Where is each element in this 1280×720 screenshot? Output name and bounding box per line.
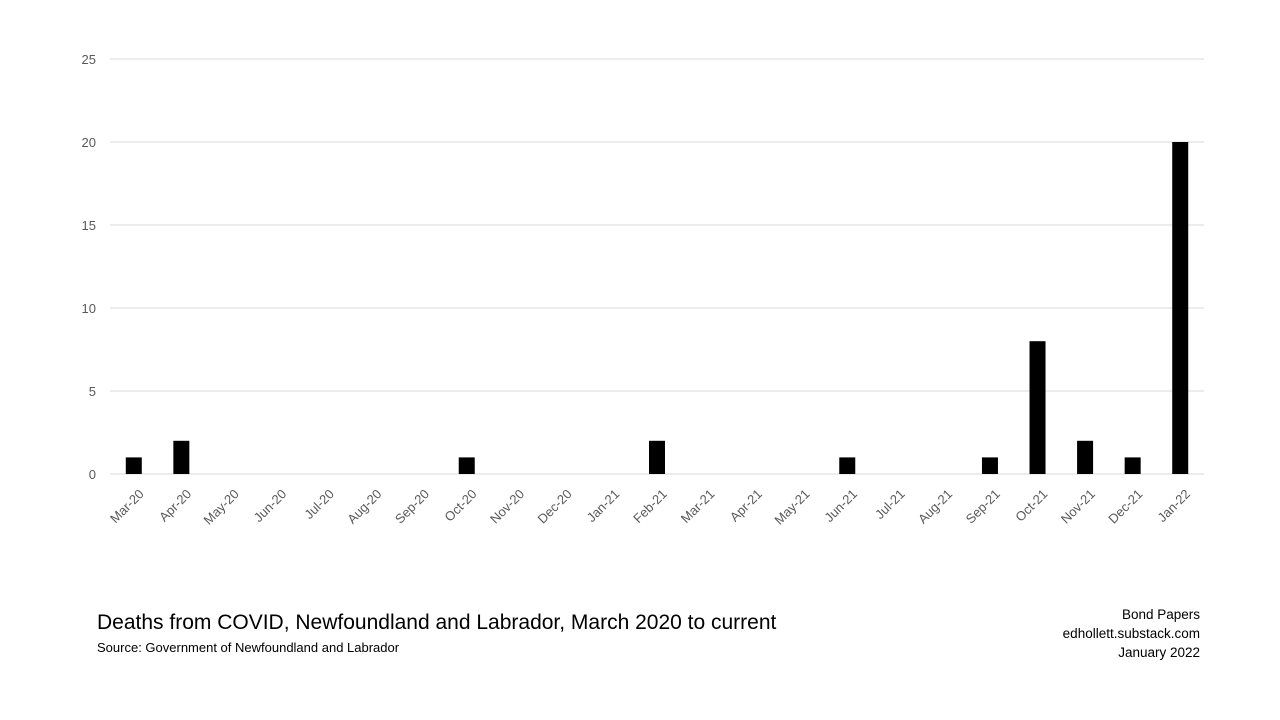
x-tick-label: Aug-21	[915, 486, 955, 526]
y-tick-label: 20	[82, 135, 96, 150]
x-tick-label: May-20	[201, 486, 242, 527]
bars	[125, 142, 1189, 474]
x-tick-label: Sep-20	[392, 486, 432, 526]
y-axis-ticks: 0 5 10 15 20 25	[82, 52, 96, 482]
credits-website: edhollett.substack.com	[1062, 626, 1200, 641]
x-tick-label: Mar-20	[107, 486, 147, 526]
x-tick-label: Jun-21	[821, 486, 860, 525]
x-tick-label: Apr-20	[156, 486, 194, 524]
y-tick-label: 25	[82, 52, 96, 67]
credits-block: Bond Papers edhollett.substack.com Janua…	[1063, 605, 1200, 662]
x-tick-label: Dec-21	[1105, 486, 1145, 526]
x-tick-label: Aug-20	[344, 486, 384, 526]
x-tick-label: Apr-21	[727, 486, 765, 524]
bar-mar-20	[125, 457, 142, 474]
bar-jun-21	[839, 457, 856, 474]
x-tick-label: May-21	[771, 486, 812, 527]
gridlines	[110, 58, 1204, 475]
bar-nov-21	[1077, 440, 1094, 474]
y-tick-label: 15	[82, 218, 96, 233]
y-tick-label: 5	[89, 384, 96, 399]
y-tick-label: 0	[89, 467, 96, 482]
bar-jan-22	[1172, 142, 1189, 474]
bar-feb-21	[649, 440, 665, 474]
chart-caption: Deaths from COVID, Newfoundland and Labr…	[97, 610, 776, 657]
x-tick-label: Mar-21	[678, 486, 718, 526]
bar-sep-21	[981, 457, 998, 474]
chart-title: Deaths from COVID, Newfoundland and Labr…	[97, 611, 777, 634]
credits-date: January 2022	[1118, 645, 1200, 660]
x-tick-label: Oct-21	[1012, 486, 1050, 524]
x-axis-ticks: Mar-20 Apr-20 May-20 Jun-20 Jul-20 Aug-20 Sep-…	[107, 486, 1193, 527]
x-tick-label: Dec-20	[535, 486, 575, 526]
x-tick-label: Oct-20	[441, 486, 479, 524]
bar-apr-20	[173, 440, 190, 474]
bar-oct-21	[1029, 341, 1046, 474]
x-tick-label: Jul-20	[301, 486, 337, 522]
x-tick-label: Feb-21	[630, 486, 670, 526]
y-tick-label: 10	[82, 301, 96, 316]
chart-source: Source: Government of Newfoundland and L…	[97, 640, 400, 655]
bar-chart: 0 5 10 15 20 25 Mar-20 Apr-20 May-20 Jun-20 Jul-2…	[82, 52, 1204, 528]
x-tick-label: Sep-21	[963, 486, 1003, 526]
x-tick-label: Jul-21	[872, 486, 908, 522]
x-tick-label: Nov-20	[487, 486, 527, 526]
bar-dec-21	[1124, 457, 1141, 474]
credits-publisher: Bond Papers	[1121, 607, 1200, 622]
x-tick-label: Nov-21	[1058, 486, 1098, 526]
x-tick-label: Jan-22	[1154, 486, 1193, 525]
x-tick-label: Jan-21	[584, 486, 623, 525]
bar-oct-20	[458, 457, 475, 474]
x-tick-label: Jun-20	[251, 486, 290, 525]
